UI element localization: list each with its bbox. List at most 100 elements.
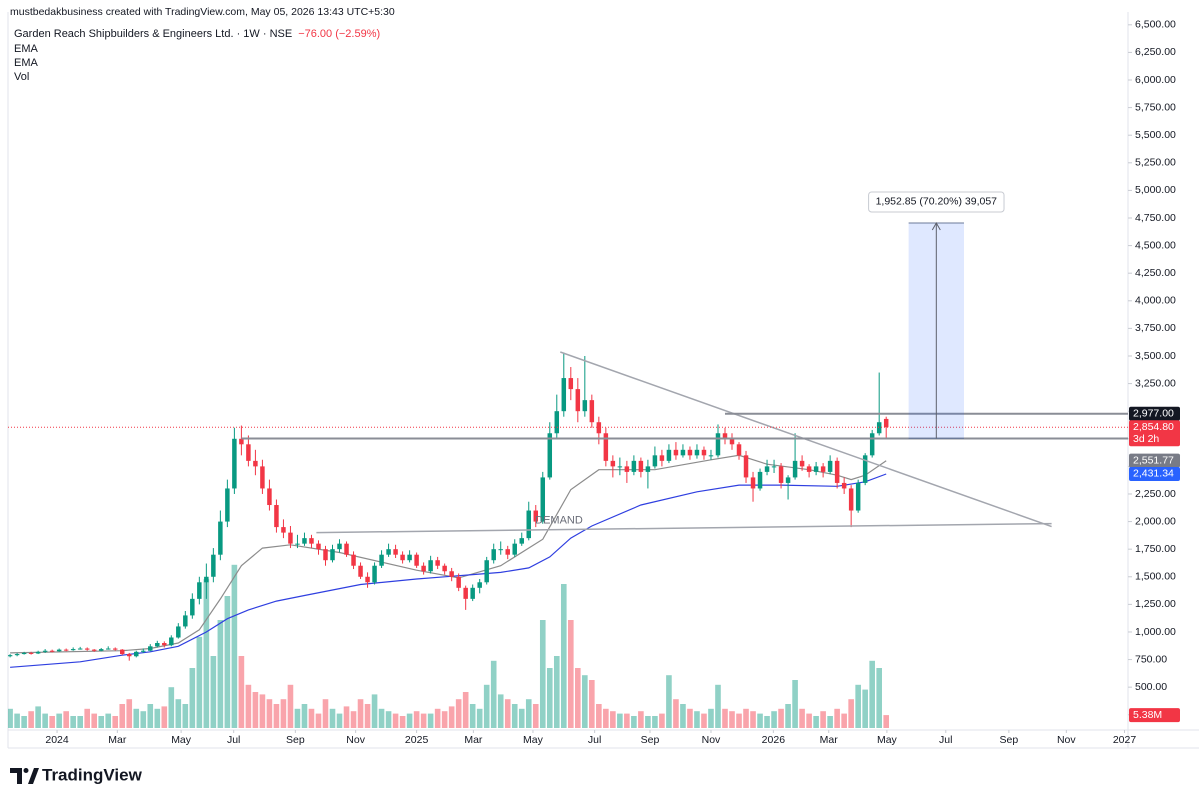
volume-bar [217,620,224,728]
volume-bar [617,713,623,728]
volume-bar [399,716,406,728]
volume-bar [294,708,301,728]
candle-body [764,466,770,472]
candle-body [855,482,861,511]
candle-body [183,615,188,627]
candle-body [666,449,672,461]
x-tick-label: 2024 [45,734,69,746]
volume-bar [715,684,721,728]
volume-bar [140,711,147,728]
candle-body [70,649,76,651]
measure-label-box [868,191,1005,213]
volume-bar [182,704,189,728]
x-tick-label: Mar [820,734,839,746]
volume-bar [855,684,861,728]
candle-body [624,466,630,472]
volume-bar [8,708,13,728]
volume-bar [98,716,105,728]
volume-bar [413,711,420,728]
candle-body [862,455,868,483]
volume-bar [77,716,83,728]
candle-body [736,444,742,456]
y-tick-label: 500.00 [1135,681,1167,693]
price-label-box [1129,466,1180,481]
candle-body [309,538,314,544]
volume-bar [238,656,245,728]
volume-bar [91,713,98,728]
x-tick-label: Nov [702,734,721,746]
volume-bar [673,699,679,728]
volume-bar [792,680,798,728]
volume-bar [448,706,455,728]
candle-body [267,488,272,506]
x-tick-label: Jul [588,734,601,746]
volume-bar [490,660,497,728]
countdown: 3d 2h [1133,433,1159,445]
y-tick-label: 6,000.00 [1135,74,1176,86]
volume-bar [70,716,76,728]
volume-bar [245,684,252,728]
price-label: 2,431.34 [1133,468,1174,480]
axes: 250.00500.00750.001,000.001,250.001,500.… [45,19,1176,746]
volume-bar [560,584,567,728]
candle-body [526,510,531,539]
candle-body [729,438,735,445]
y-tick-label: 6,500.00 [1135,19,1176,31]
candle-body [799,460,805,467]
candle-body [673,449,679,456]
volume-bar [126,699,133,728]
candle-body [540,477,546,522]
volume-bar [266,699,273,728]
volume-bar [610,711,616,728]
candle-body [400,554,405,561]
x-tick-label: Nov [1057,734,1076,746]
volume-bar [49,716,55,728]
volume-bar [848,699,854,728]
volume-bar [427,713,434,728]
volume-bar [301,704,308,728]
volume-bar [273,704,280,728]
x-tick-label: Jul [939,734,952,746]
y-tick-label: 4,750.00 [1135,212,1176,224]
candle-body [421,565,426,572]
volume-bar [645,716,651,728]
candle-body [820,466,826,472]
symbol: Garden Reach Shipbuilders & Engineers Lt… [14,28,292,40]
brand: TradingView [42,765,143,784]
candle-body [197,582,202,599]
candle-body [638,460,644,472]
volume-bar [56,713,62,728]
volume-bar [189,668,196,728]
y-tick-label: 4,000.00 [1135,295,1176,307]
volume-bar [154,708,161,728]
candle-body [169,637,174,646]
volume-bar [161,706,168,728]
candle-body [498,549,503,551]
volume-bar [532,704,539,728]
x-tick-label: Mar [108,734,127,746]
candle-body [449,571,454,577]
volume-bar [813,716,819,728]
volume-bar [771,711,777,728]
x-tick-label: Sep [286,734,305,746]
candle-body [715,433,721,456]
candle-body [56,649,62,652]
candle-body [554,411,560,434]
y-tick-label: 4,250.00 [1135,267,1176,279]
credit: mustbedakbusiness created with TradingVi… [10,6,395,18]
candle-body [743,455,749,478]
candle-body [253,460,258,467]
candle-body [428,560,433,572]
candle-body [645,466,651,472]
candle-body [316,543,321,550]
volume-bar [364,704,371,728]
candle-body [785,477,791,483]
volume-bar [883,715,890,728]
volume-bar [196,636,203,728]
volume-bar [729,711,735,728]
volume-bar [329,708,336,728]
candle-body [827,460,833,472]
x-tick-label: Sep [641,734,660,746]
volume-bar [385,711,392,728]
candle-body [813,466,819,472]
